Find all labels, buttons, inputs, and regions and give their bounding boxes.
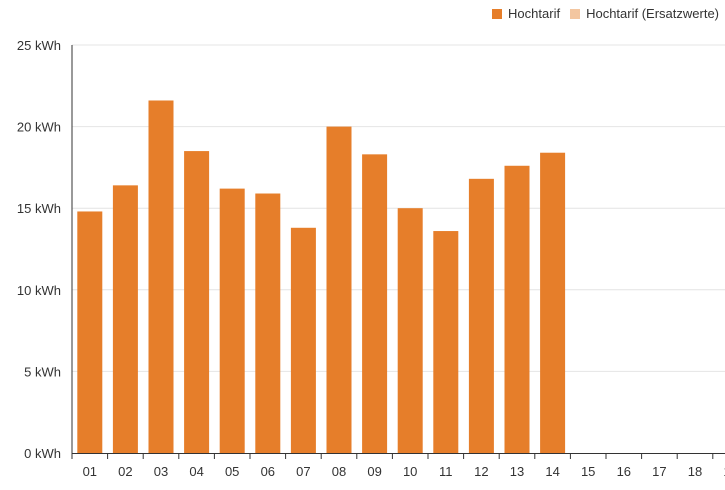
x-tick-label: 19 <box>723 464 725 479</box>
x-tick-label: 05 <box>225 464 239 479</box>
y-tick-label: 20 kWh <box>17 120 61 135</box>
legend-item-hochtarif[interactable]: Hochtarif <box>492 6 560 21</box>
bar-11 <box>433 231 459 453</box>
x-tick-label: 16 <box>617 464 631 479</box>
x-tick-label: 03 <box>154 464 168 479</box>
bar-09 <box>362 154 388 453</box>
bar-05 <box>219 188 245 453</box>
bar-06 <box>255 193 281 453</box>
bar-02 <box>112 185 138 454</box>
legend-swatch-ersatzwerte <box>570 8 581 19</box>
x-tick-label: 01 <box>83 464 97 479</box>
bar-14 <box>540 152 566 453</box>
bar-12 <box>468 178 494 453</box>
legend-item-ersatzwerte[interactable]: Hochtarif (Ersatzwerte) <box>570 6 719 21</box>
y-tick-label: 25 kWh <box>17 38 61 53</box>
x-tick-label: 13 <box>510 464 524 479</box>
bar-10 <box>397 208 423 453</box>
x-tick-label: 07 <box>296 464 310 479</box>
x-tick-label: 06 <box>261 464 275 479</box>
legend-label-ersatzwerte: Hochtarif (Ersatzwerte) <box>586 6 719 21</box>
x-tick-label: 18 <box>688 464 702 479</box>
x-tick-label: 17 <box>652 464 666 479</box>
chart-legend: Hochtarif Hochtarif (Ersatzwerte) <box>482 6 719 21</box>
bar-04 <box>184 151 210 453</box>
bar-08 <box>326 126 352 453</box>
y-tick-label: 5 kWh <box>24 364 61 379</box>
x-tick-label: 08 <box>332 464 346 479</box>
x-tick-label: 15 <box>581 464 595 479</box>
bar-03 <box>148 100 174 453</box>
x-tick-label: 12 <box>474 464 488 479</box>
y-tick-label: 0 kWh <box>24 446 61 461</box>
y-tick-label: 15 kWh <box>17 201 61 216</box>
legend-swatch-hochtarif <box>492 8 503 19</box>
x-tick-label: 11 <box>439 464 453 479</box>
bar-13 <box>504 165 530 453</box>
x-tick-label: 14 <box>545 464 559 479</box>
y-tick-label: 10 kWh <box>17 283 61 298</box>
bar-07 <box>290 227 316 453</box>
x-tick-label: 09 <box>367 464 381 479</box>
bar-01 <box>77 211 103 453</box>
x-tick-label: 04 <box>189 464 203 479</box>
x-tick-label: 10 <box>403 464 417 479</box>
legend-label-hochtarif: Hochtarif <box>508 6 561 21</box>
x-tick-label: 02 <box>118 464 132 479</box>
